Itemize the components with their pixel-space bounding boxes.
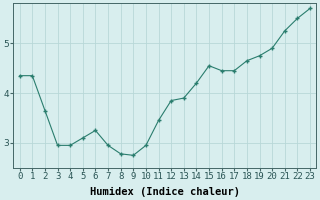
X-axis label: Humidex (Indice chaleur): Humidex (Indice chaleur) [90,186,240,197]
